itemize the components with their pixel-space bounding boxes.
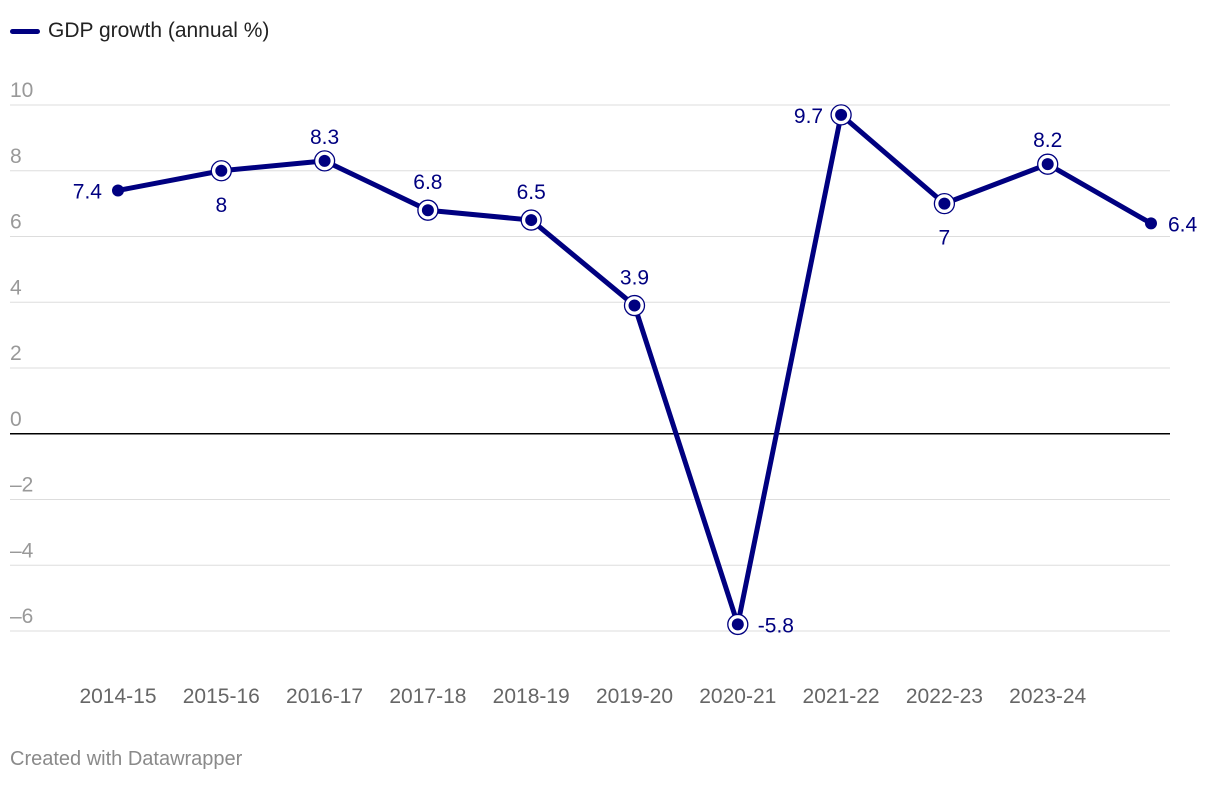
data-point <box>938 197 951 210</box>
data-point <box>628 299 641 312</box>
data-point <box>215 164 228 177</box>
y-tick-label: –6 <box>10 605 33 628</box>
data-labels: 7.4 8 8.3 6.8 6.5 3.9 -5.8 9.7 7 8.2 6.4 <box>73 105 1198 638</box>
data-point <box>318 154 331 167</box>
x-tick-label: 2023-24 <box>1009 685 1086 708</box>
y-tick-label: 2 <box>10 342 22 365</box>
data-label: 6.5 <box>517 181 546 204</box>
series-line-gdp-growth <box>115 112 1154 627</box>
x-tick-label: 2022-23 <box>906 685 983 708</box>
x-tick-label: 2017-18 <box>389 685 466 708</box>
data-label: 8.2 <box>1033 129 1062 152</box>
data-point <box>1145 217 1157 230</box>
data-point <box>112 184 124 197</box>
credit-footer: Created with Datawrapper <box>10 748 243 770</box>
y-tick-label: –2 <box>10 474 33 497</box>
legend: GDP growth (annual %) <box>10 14 269 48</box>
line-chart: 10 8 6 4 2 0 –2 –4 –6 2014-15 2015-16 2016-17 2017-… <box>10 79 1198 708</box>
grid <box>10 104 1170 632</box>
y-axis: 10 8 6 4 2 0 –2 –4 –6 <box>10 79 34 628</box>
data-label: 7 <box>939 227 951 250</box>
y-tick-label: –4 <box>10 539 34 562</box>
x-axis: 2014-15 2015-16 2016-17 2017-18 2018-19 2019-… <box>79 685 1086 708</box>
x-tick-label: 2020-21 <box>699 685 776 708</box>
data-label: 6.4 <box>1168 213 1198 236</box>
legend-label: GDP growth (annual %) <box>48 19 270 42</box>
y-tick-label: 0 <box>10 408 22 431</box>
data-point <box>525 214 538 227</box>
y-tick-label: 6 <box>10 211 22 234</box>
data-points <box>112 104 1157 636</box>
data-point <box>731 618 744 631</box>
data-label: 8.3 <box>310 126 339 149</box>
data-label: 8 <box>215 194 227 217</box>
data-label: 7.4 <box>73 180 103 203</box>
data-label: 9.7 <box>794 105 823 128</box>
x-tick-label: 2018-19 <box>493 685 570 708</box>
data-label: -5.8 <box>758 614 794 637</box>
x-tick-label: 2021-22 <box>803 685 880 708</box>
series-line <box>115 112 1154 627</box>
data-point <box>1041 158 1054 171</box>
data-label: 3.9 <box>620 267 649 290</box>
y-tick-label: 8 <box>10 145 22 168</box>
y-tick-label: 4 <box>10 276 22 299</box>
x-tick-label: 2015-16 <box>183 685 260 708</box>
data-point <box>835 108 848 121</box>
y-tick-label: 10 <box>10 79 33 102</box>
x-tick-label: 2019-20 <box>596 685 673 708</box>
x-tick-label: 2016-17 <box>286 685 363 708</box>
data-point <box>421 204 434 217</box>
x-tick-label: 2014-15 <box>79 685 156 708</box>
data-label: 6.8 <box>413 171 442 194</box>
legend-swatch <box>10 28 40 34</box>
